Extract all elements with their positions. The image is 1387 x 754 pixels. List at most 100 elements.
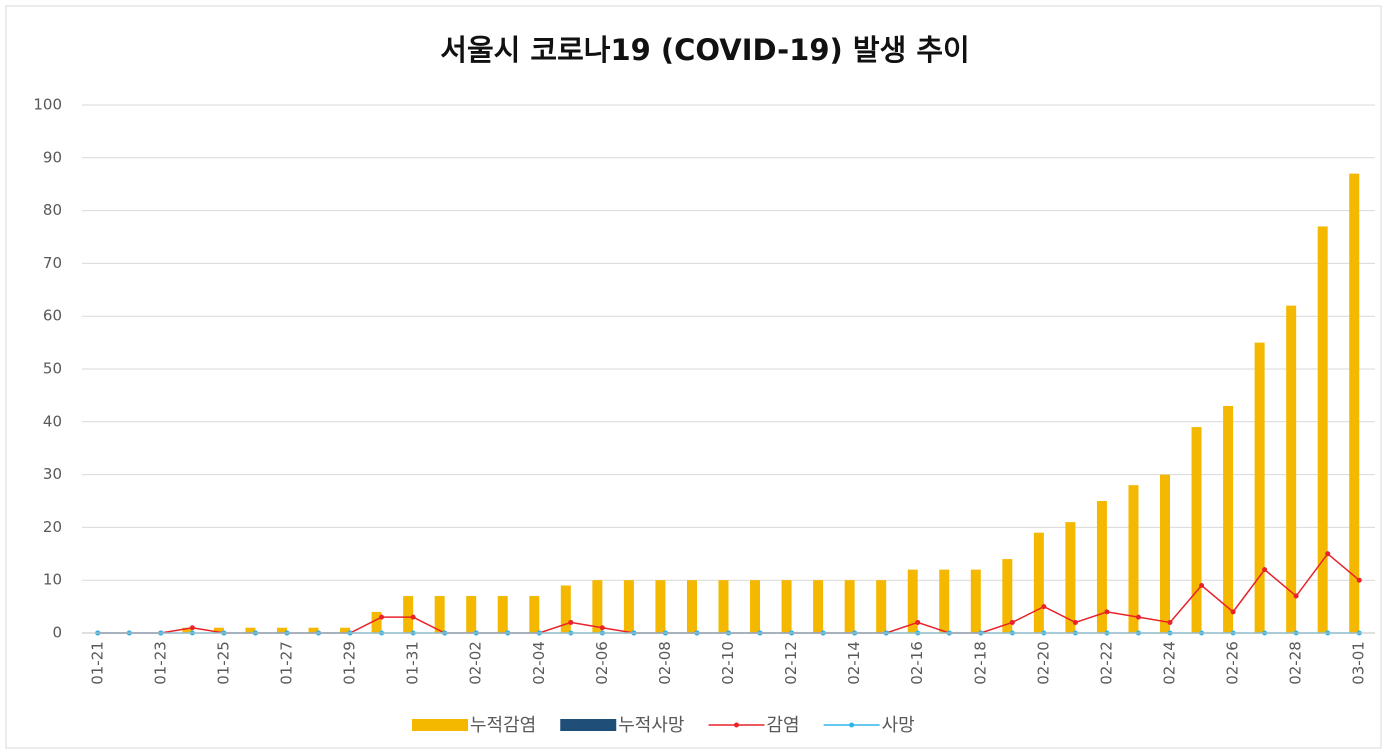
bar: [182, 627, 193, 633]
x-tick-label: 02-22: [1097, 641, 1115, 685]
bar: [245, 627, 256, 633]
point: [1104, 609, 1110, 615]
bar: [529, 596, 540, 633]
bar: [813, 580, 824, 633]
bar: [434, 596, 445, 633]
y-tick-label: 30: [43, 465, 62, 483]
legend-swatch: [560, 719, 617, 731]
bar: [276, 627, 287, 633]
legend-swatch: [412, 719, 468, 731]
bar: [1160, 474, 1171, 633]
bar: [1065, 522, 1076, 633]
y-tick-label: 50: [43, 360, 62, 378]
x-tick-label: 02-20: [1034, 641, 1052, 685]
bar: [213, 627, 224, 633]
y-tick-label: 10: [43, 571, 62, 589]
x-tick-label: 01-23: [151, 641, 169, 685]
x-tick-label: 02-10: [719, 641, 737, 685]
bar: [1223, 405, 1234, 633]
x-tick-label: 02-08: [656, 641, 674, 685]
y-tick-label: 0: [52, 624, 62, 642]
y-tick-label: 40: [43, 412, 62, 430]
bar: [1128, 485, 1139, 633]
bar: [781, 580, 792, 633]
bar: [466, 596, 477, 633]
point: [1325, 551, 1331, 557]
legend-marker: [849, 722, 855, 728]
bar: [939, 569, 950, 633]
point: [915, 619, 921, 625]
x-tick-label: 02-12: [782, 641, 800, 685]
x-tick-label: 01-31: [404, 641, 422, 685]
point: [189, 625, 195, 631]
chart-border: [5, 5, 1382, 749]
point: [1293, 593, 1299, 599]
y-tick-label: 60: [43, 307, 62, 325]
legend-label: 사망: [882, 715, 915, 736]
point: [1009, 619, 1015, 625]
point: [1041, 604, 1047, 610]
bar: [655, 580, 666, 633]
point: [1167, 619, 1173, 625]
point: [599, 625, 605, 631]
bar: [876, 580, 887, 633]
bar: [1317, 226, 1328, 633]
y-tick-label: 100: [33, 96, 62, 114]
point: [568, 619, 574, 625]
x-tick-label: 01-25: [214, 641, 232, 685]
y-tick-label: 20: [43, 518, 62, 536]
bar: [560, 585, 571, 633]
y-tick-label: 80: [43, 201, 62, 219]
bar: [970, 569, 981, 633]
legend-label: 누적감염: [470, 715, 536, 736]
y-tick-label: 90: [43, 148, 62, 166]
bar: [1254, 342, 1265, 633]
bar: [1191, 427, 1202, 633]
bar: [623, 580, 634, 633]
bar: [907, 569, 918, 633]
point: [1262, 567, 1268, 573]
bar: [308, 627, 319, 633]
x-tick-label: 03-01: [1350, 641, 1368, 685]
bar: [1096, 501, 1107, 633]
x-tick-label: 01-29: [341, 641, 359, 685]
bar: [1349, 173, 1360, 633]
x-tick-label: 01-27: [277, 641, 295, 685]
bar: [592, 580, 603, 633]
x-tick-label: 02-14: [845, 641, 863, 685]
x-tick-label: 02-04: [530, 641, 548, 685]
point: [1135, 614, 1141, 620]
bar: [1033, 532, 1044, 633]
legend-marker: [734, 722, 739, 728]
legend-label: 누적사망: [618, 715, 684, 736]
point: [1199, 582, 1205, 588]
x-tick-label: 02-28: [1287, 641, 1305, 685]
bar: [750, 580, 761, 633]
x-tick-label: 01-21: [88, 641, 106, 685]
x-tick-label: 02-16: [908, 641, 926, 685]
point: [379, 614, 385, 620]
y-tick-label: 70: [43, 254, 62, 272]
bar: [340, 627, 351, 633]
point: [1072, 619, 1078, 625]
bar: [403, 596, 414, 633]
bar: [686, 580, 697, 633]
point: [1356, 577, 1362, 583]
x-tick-label: 02-06: [593, 641, 611, 685]
bar: [497, 596, 508, 633]
x-tick-label: 02-26: [1224, 641, 1242, 685]
x-tick-label: 02-02: [467, 641, 485, 685]
bar: [1002, 559, 1013, 633]
legend-label: 감염: [767, 715, 800, 736]
bar: [718, 580, 729, 633]
x-tick-label: 02-18: [971, 641, 989, 685]
x-tick-label: 02-24: [1161, 641, 1179, 685]
bar: [844, 580, 855, 633]
bar: [371, 611, 382, 633]
point: [1230, 609, 1236, 615]
bar: [1286, 305, 1297, 633]
point: [410, 614, 416, 620]
chart-title: 서울시 코로나19 (COVID-19) 발생 추이: [440, 33, 969, 67]
